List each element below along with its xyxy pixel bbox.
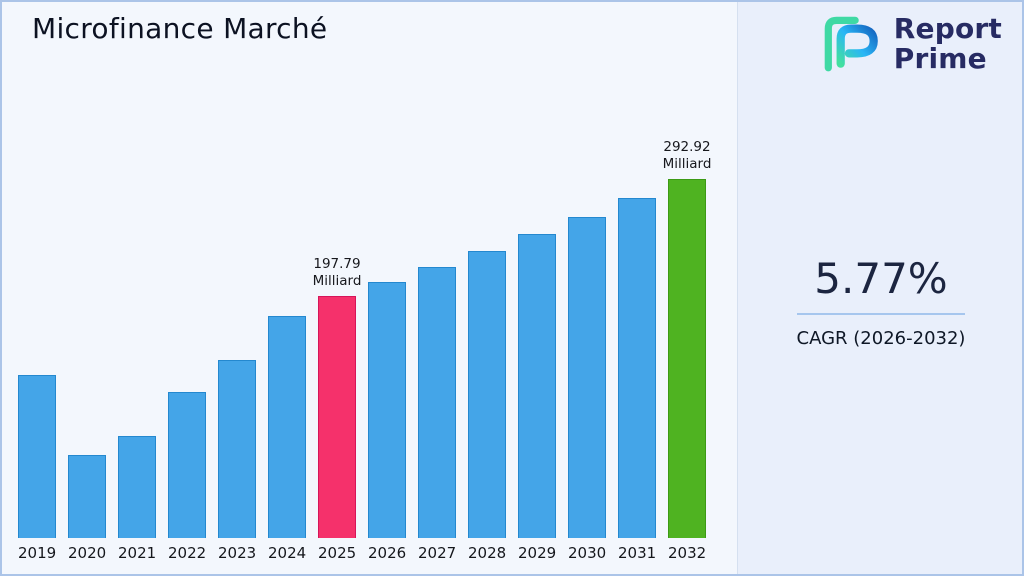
bar-column-2021 [118,158,156,538]
logo-word-prime: Prime [893,42,987,75]
cagr-underline [797,313,965,315]
bar-column-2026 [368,158,406,538]
bar-2025 [318,296,356,538]
x-tick-2026: 2026 [368,544,407,562]
logo-word-report: Report [893,12,1002,45]
bar-2020 [68,455,106,538]
bar-column-2027 [418,158,456,538]
report-prime-logo-icon [818,12,884,76]
x-tick-2032: 2032 [668,544,707,562]
bar-column-2029 [518,158,556,538]
bar-2021 [118,436,156,538]
bar-2030 [568,217,606,538]
cagr-block: 5.77% CAGR (2026-2032) [738,254,1022,349]
report-prime-logo: Report Prime [818,12,1002,76]
x-tick-2020: 2020 [68,544,107,562]
page-title: Microfinance Marché [32,12,328,45]
x-tick-2028: 2028 [468,544,507,562]
bar-column-2028 [468,158,506,538]
bar-column-2022 [168,158,206,538]
bar-chart: 197.79 Milliard 292.92 Milliard 2019 2020 202… [18,139,711,562]
bar-2029 [518,234,556,538]
x-tick-2025: 2025 [318,544,357,562]
bar-2027 [418,267,456,538]
bar-2023 [218,360,256,538]
ticks-row: 2019 2020 2021 2022 2023 2024 2025 2026 2027 2028… [18,540,706,562]
x-tick-2030: 2030 [568,544,607,562]
bar-column-2020 [68,158,106,538]
x-tick-2031: 2031 [618,544,657,562]
bar-column-2024 [268,158,306,538]
bar-2024 [268,316,306,538]
bar-column-2019 [18,158,56,538]
x-tick-2027: 2027 [418,544,457,562]
bar-2019 [18,375,56,538]
bars-row: 197.79 Milliard 292.92 Milliard [18,139,711,538]
bar-column-2031 [618,158,656,538]
bar-2026 [368,282,406,538]
x-tick-2019: 2019 [18,544,57,562]
x-tick-2022: 2022 [168,544,207,562]
bar-2022 [168,392,206,538]
x-tick-2023: 2023 [218,544,257,562]
cagr-value: 5.77% [814,254,948,303]
x-tick-2029: 2029 [518,544,557,562]
right-panel: Report Prime 5.77% CAGR (2026-2032) [737,2,1022,574]
bar-column-2023 [218,158,256,538]
bar-2032 [668,179,706,538]
bar-column-2025: 197.79 Milliard [313,158,361,538]
bar-label-2032: 292.92 Milliard [662,139,712,172]
bar-2031 [618,198,656,538]
x-tick-2024: 2024 [268,544,307,562]
bar-label-2025: 197.79 Milliard [312,256,362,289]
x-tick-2021: 2021 [118,544,157,562]
bar-column-2030 [568,158,606,538]
bar-2028 [468,251,506,538]
cagr-label: CAGR (2026-2032) [796,328,966,349]
report-prime-logo-text: Report Prime [894,14,1002,74]
bar-column-2032: 292.92 Milliard [663,139,711,538]
